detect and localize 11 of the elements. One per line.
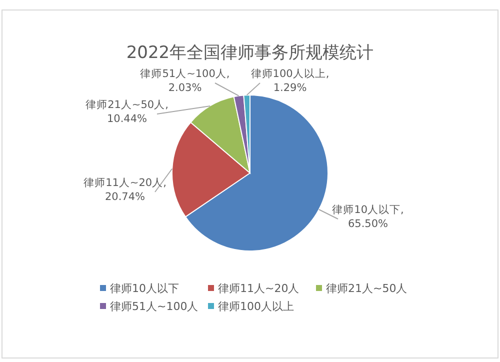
- data-label: 律师11人~20人, 20.74%: [84, 177, 166, 203]
- legend-label: 律师21人~50人: [326, 282, 408, 295]
- data-label: 律师100人以上, 1.29%: [250, 67, 330, 94]
- data-label: 律师21人~50人, 10.44%: [86, 99, 168, 125]
- legend-label: 律师51人~100人: [110, 300, 198, 313]
- legend-label: 律师100人以上: [218, 300, 294, 313]
- chart-title: 2022年全国律师事务所规模统计: [126, 43, 374, 63]
- legend-label: 律师11人~20人: [218, 282, 300, 295]
- data-label: 律师51人~100人, 2.03%: [140, 68, 230, 94]
- legend-label: 律师10人以下: [110, 282, 179, 295]
- data-label: 律师10人以下, 65.50%: [332, 203, 404, 230]
